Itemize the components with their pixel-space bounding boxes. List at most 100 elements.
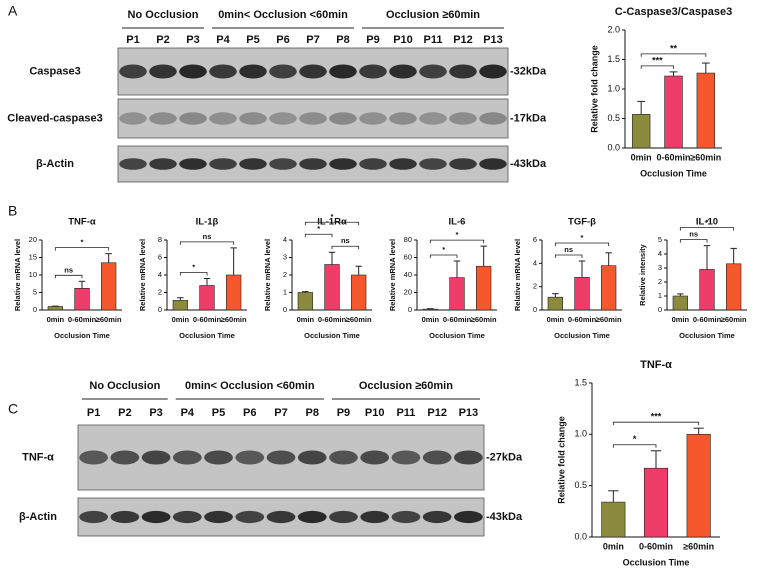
y-tick-label: 1 [283, 287, 287, 296]
x-axis-label: Occlusion Time [429, 331, 485, 340]
blot-band [204, 510, 233, 524]
significance-bracket [554, 242, 610, 246]
lane-label: P4 [216, 34, 230, 46]
y-tick-label: 2 [533, 282, 537, 291]
blot-band [179, 64, 207, 79]
bar [351, 274, 367, 311]
bar [699, 269, 715, 311]
lane-label: P2 [156, 34, 169, 46]
panel-label: C [8, 401, 18, 417]
blot-band [329, 450, 358, 465]
significance-bracket [331, 245, 360, 250]
significance-bracket [640, 53, 707, 57]
blot-band [299, 112, 327, 125]
chart-title: TNF-α [68, 217, 96, 228]
row-label: Caspase3 [29, 65, 80, 77]
x-tick-label: ≥60min [596, 315, 622, 324]
row-label: Cleaved-caspase3 [7, 112, 102, 124]
blot-band [179, 112, 207, 125]
blot-band [391, 510, 421, 524]
y-axis-label: Relative fold change [589, 45, 599, 133]
group-label: 0min< Occlusion <60min [218, 9, 348, 21]
significance-label: ns [341, 236, 350, 245]
x-tick-label: 0min [297, 315, 315, 324]
blot-band [110, 450, 140, 465]
x-tick-label: 0min [672, 315, 690, 324]
x-tick-label: 0-60min [318, 315, 347, 324]
bar [297, 292, 313, 311]
blot-band [329, 64, 357, 79]
lane-label: P2 [118, 407, 131, 419]
lane-label: P12 [453, 34, 473, 46]
blot-band [204, 450, 233, 465]
lane-label: P6 [276, 34, 289, 46]
significance-label: * [581, 233, 584, 242]
blot-band [269, 158, 297, 170]
y-tick-label: 0.5 [574, 480, 587, 490]
bar [686, 434, 711, 538]
blot-band [299, 64, 327, 79]
y-tick-label: 0.0 [574, 531, 587, 541]
significance-bracket [679, 239, 708, 243]
x-tick-label: 0-60min [568, 315, 597, 324]
lane-label: P1 [87, 407, 100, 419]
y-axis-label: Relative mRNA level [388, 239, 397, 311]
blot-band [239, 64, 267, 79]
blot-band [449, 158, 477, 170]
x-tick-label: ≥60min [471, 315, 497, 324]
x-tick-label: 0min [47, 315, 65, 324]
x-tick-label: 0-60min [443, 315, 472, 324]
group-label: Occlusion ≥60min [359, 380, 453, 392]
group-label: No Occlusion [128, 9, 199, 21]
group-label: Occlusion ≥60min [386, 9, 480, 21]
blot-band [266, 450, 296, 465]
blot-band [179, 158, 207, 170]
bar [631, 114, 651, 149]
blot-band [359, 158, 387, 170]
bar [601, 265, 617, 311]
y-tick-label: 10 [29, 270, 37, 279]
blot-band [299, 158, 327, 170]
lane-label: P9 [337, 407, 350, 419]
blot-band [79, 510, 108, 524]
x-tick-label: 0min [603, 541, 624, 551]
significance-label: * [317, 224, 320, 233]
significance-bracket [429, 239, 485, 244]
y-tick-label: 1 [658, 291, 662, 300]
lane-label: P12 [427, 407, 447, 419]
y-axis-label: Relative mRNA level [138, 239, 147, 311]
blot-band [119, 112, 147, 125]
bar [422, 308, 438, 311]
lane-label: P7 [274, 407, 287, 419]
bar [476, 265, 492, 311]
blot-band [479, 64, 507, 79]
significance-bracket [304, 221, 360, 226]
significance-label: * [192, 262, 195, 271]
lane-label: P6 [243, 407, 256, 419]
blot-band [360, 510, 390, 524]
significance-label: ns [64, 265, 73, 274]
blot-band [172, 450, 202, 465]
blot-band [297, 450, 327, 465]
blot-band [110, 510, 140, 524]
blot-band [172, 510, 202, 524]
blot-band [329, 112, 357, 125]
significance-label: ns [564, 245, 573, 254]
significance-label: ** [670, 43, 678, 53]
size-label: -32kDa [510, 65, 547, 77]
lane-label: P8 [305, 407, 318, 419]
x-tick-label: 0-60min [656, 152, 690, 162]
blot-band [419, 158, 447, 170]
bar [226, 274, 242, 311]
lane-label: P13 [459, 407, 479, 419]
y-axis-label: Relative mRNA level [513, 239, 522, 311]
significance-bracket [429, 254, 458, 258]
x-tick-label: 0-60min [639, 541, 673, 551]
blot-band [119, 158, 147, 170]
y-tick-label: 2 [658, 277, 662, 286]
size-label: -27kDa [486, 451, 523, 463]
significance-label: ns [203, 232, 212, 241]
blot-band [359, 112, 387, 125]
blot-band [391, 450, 421, 465]
x-tick-label: ≥60min [690, 152, 721, 162]
